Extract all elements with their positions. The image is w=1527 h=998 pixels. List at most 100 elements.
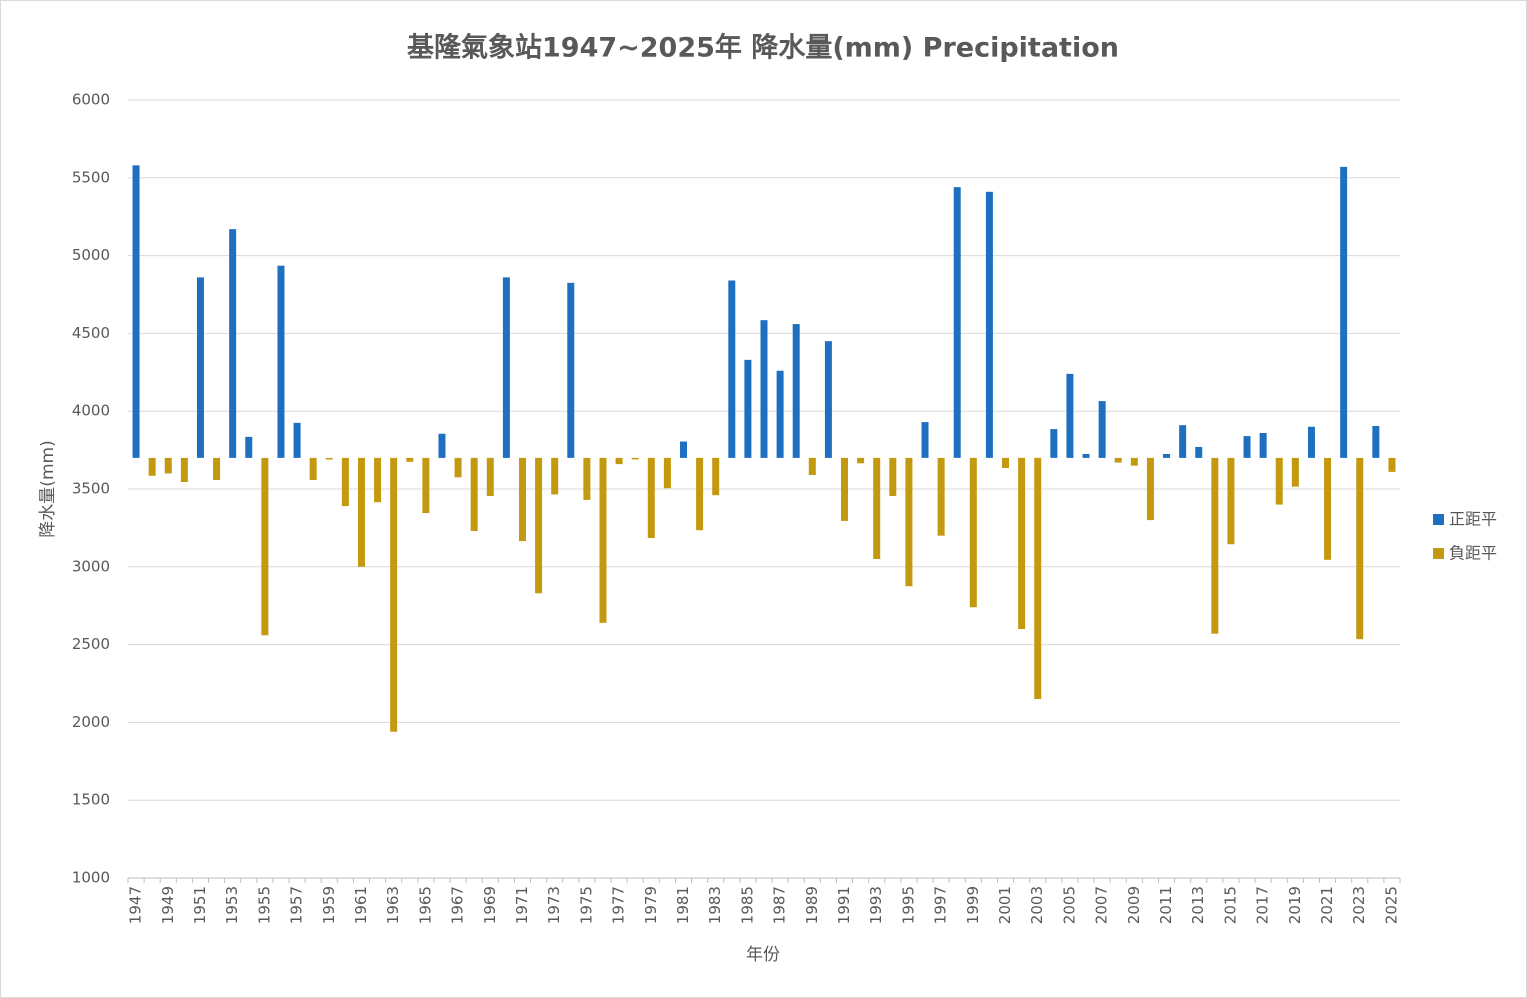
bar xyxy=(857,457,865,464)
x-tick-label: 1987 xyxy=(771,886,789,924)
x-tick-label: 1979 xyxy=(642,886,660,924)
x-tick-label: 1989 xyxy=(803,886,821,924)
bar xyxy=(1050,429,1058,458)
x-axis-label: 年份 xyxy=(746,945,780,965)
x-tick-label: 1981 xyxy=(674,886,692,924)
x-tick-label: 1983 xyxy=(706,886,724,924)
bar xyxy=(1259,432,1267,458)
x-tick-label: 1997 xyxy=(932,886,950,924)
y-tick-label: 5500 xyxy=(72,168,110,186)
bar xyxy=(1211,457,1219,634)
bar xyxy=(969,457,977,608)
bar xyxy=(744,359,752,458)
bar xyxy=(309,457,317,480)
bar xyxy=(1098,401,1106,458)
x-tick-label: 1995 xyxy=(899,886,917,924)
x-tick-label: 2023 xyxy=(1350,886,1368,924)
bar xyxy=(196,277,204,458)
y-tick-label: 6000 xyxy=(72,91,110,109)
bar xyxy=(696,457,704,531)
x-tick-label: 2009 xyxy=(1125,886,1143,924)
bar xyxy=(647,457,655,539)
bar xyxy=(1002,457,1010,468)
bar xyxy=(551,457,559,495)
bar xyxy=(953,187,961,458)
bar xyxy=(1082,453,1090,458)
x-tick-label: 2013 xyxy=(1189,886,1207,924)
bar xyxy=(245,436,253,458)
x-tick-label: 1973 xyxy=(545,886,563,924)
x-tick-label: 2019 xyxy=(1286,886,1304,924)
y-tick-label: 1000 xyxy=(72,869,110,887)
bar xyxy=(1130,457,1138,466)
bar xyxy=(1034,457,1042,700)
bar xyxy=(261,457,269,636)
x-tick-label: 2001 xyxy=(996,886,1014,924)
bar xyxy=(1146,457,1154,521)
x-tick-label: 1947 xyxy=(127,886,145,924)
bar xyxy=(341,457,349,507)
bar xyxy=(148,457,156,476)
bar xyxy=(164,457,172,474)
x-tick-label: 2011 xyxy=(1157,886,1175,924)
x-tick-label: 1951 xyxy=(191,886,209,924)
bar xyxy=(808,457,816,475)
bar xyxy=(1179,425,1187,458)
bar xyxy=(615,457,623,465)
bar xyxy=(454,457,462,478)
bar xyxy=(1243,436,1251,458)
bar xyxy=(325,457,333,460)
bar xyxy=(583,457,591,500)
bar xyxy=(824,341,832,458)
bar xyxy=(1324,457,1332,560)
bar xyxy=(1388,457,1396,472)
x-tick-label: 1955 xyxy=(255,886,273,924)
x-tick-label: 1963 xyxy=(384,886,402,924)
legend-label: 負距平 xyxy=(1449,544,1497,563)
x-tick-label: 1969 xyxy=(481,886,499,924)
x-tick-label: 1959 xyxy=(320,886,338,924)
bar xyxy=(518,457,526,542)
y-tick-label: 4000 xyxy=(72,402,110,420)
x-tick-label: 2017 xyxy=(1254,886,1272,924)
x-tick-label: 2025 xyxy=(1382,886,1400,924)
bar xyxy=(937,457,945,536)
bar xyxy=(1356,457,1364,640)
y-tick-label: 2000 xyxy=(72,713,110,731)
bar xyxy=(132,165,140,458)
bar xyxy=(1291,457,1299,487)
x-tick-label: 1965 xyxy=(416,886,434,924)
y-tick-label: 4500 xyxy=(72,324,110,342)
bar xyxy=(229,229,237,458)
chart-title: 基隆氣象站1947~2025年 降水量(mm) Precipitation xyxy=(407,32,1119,64)
bar xyxy=(213,457,221,480)
bar xyxy=(1066,373,1074,458)
y-tick-label: 3500 xyxy=(72,480,110,498)
bar xyxy=(776,370,784,458)
bar xyxy=(535,457,543,594)
bar xyxy=(792,324,800,458)
bar xyxy=(486,457,494,497)
x-tick-label: 1971 xyxy=(513,886,531,924)
x-tick-label: 1975 xyxy=(577,886,595,924)
y-tick-label: 1500 xyxy=(72,791,110,809)
bar xyxy=(422,457,430,514)
legend-swatch xyxy=(1433,548,1444,559)
y-tick-label: 2500 xyxy=(72,635,110,653)
bar xyxy=(631,457,639,460)
x-tick-label: 1949 xyxy=(159,886,177,924)
bar xyxy=(905,457,913,587)
x-tick-label: 2021 xyxy=(1318,886,1336,924)
x-tick-label: 2007 xyxy=(1093,886,1111,924)
bar xyxy=(180,457,188,482)
x-tick-label: 1967 xyxy=(449,886,467,924)
bar xyxy=(1195,446,1203,458)
bar xyxy=(567,282,575,458)
bar xyxy=(1114,457,1122,463)
x-tick-label: 1991 xyxy=(835,886,853,924)
x-tick-label: 1953 xyxy=(223,886,241,924)
x-tick-label: 1961 xyxy=(352,886,370,924)
bar xyxy=(277,265,285,458)
bar xyxy=(406,457,414,462)
